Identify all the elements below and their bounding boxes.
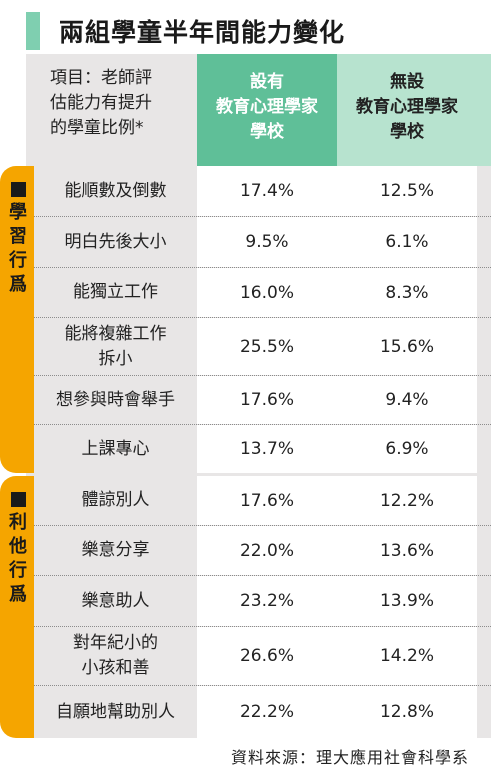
table-row: 樂意助人 23.2% 13.9% [34,576,491,627]
row-label-line: 上課專心 [81,438,150,459]
header-item-line: 的學童比例* [50,118,144,138]
table-row: 明白先後大小 9.5% 6.1% [34,217,491,268]
table-row: 能順數及倒數 17.4% 12.5% [34,166,491,217]
title-accent-bar [26,12,40,50]
value-with: 22.2% [197,686,337,738]
header-col1-line: 教育心理學家 [216,97,318,117]
group-label-char: 習 [9,226,27,247]
row-label-line: 明白先後大小 [64,231,167,252]
value-with: 22.0% [197,526,337,575]
square-bullet-icon [10,492,26,507]
value-without: 13.6% [337,526,477,575]
table-row: 上課專心 13.7% 6.9% [34,425,491,473]
header-item-label: 項目：老師評 估能力有提升 的學童比例* [26,54,197,166]
row-label: 上課專心 [34,425,197,473]
value-with: 13.7% [197,425,337,473]
table-row: 能獨立工作 16.0% 8.3% [34,268,491,318]
value-with: 23.2% [197,576,337,626]
group-label-char: 他 [9,536,27,557]
table-row: 對年紀小的小孩和善 26.6% 14.2% [34,627,491,686]
table-row: 體諒別人 17.6% 12.2% [34,476,491,526]
value-with: 26.6% [197,627,337,685]
row-label: 能獨立工作 [34,268,197,317]
value-with: 17.6% [197,476,337,525]
header-item-line: 估能力有提升 [50,93,152,113]
table-row: 樂意分享 22.0% 13.6% [34,526,491,576]
row-label-line: 能獨立工作 [73,282,158,302]
row-label-line: 想參與時會舉手 [56,389,175,410]
header-col2-line: 教育心理學家 [356,97,458,117]
value-with: 17.4% [197,166,337,216]
value-without: 8.3% [337,268,477,317]
value-without: 12.2% [337,476,477,525]
header-col1-line: 設有 [250,72,284,92]
source-note: 資料來源：理大應用社會科學系 [230,748,469,767]
table-row: 自願地幫助別人 22.2% 12.8% [34,686,491,738]
header-col2-line: 無設 [390,72,424,92]
value-without: 12.8% [337,686,477,738]
value-with: 16.0% [197,268,337,317]
group-band-learning [0,166,34,473]
value-without: 12.5% [337,166,477,216]
group-label-char: 爲 [9,584,27,605]
row-label: 能順數及倒數 [34,166,197,216]
group-label-learning: 學 習 行 爲 [5,182,31,297]
value-without: 14.2% [337,627,477,685]
row-label: 樂意助人 [34,576,197,626]
page-title: 兩組學童半年間能力變化 [59,18,346,47]
table-row: 能將複雜工作 拆小 25.5% 15.6% [34,318,491,376]
header-with-psychologist: 設有 教育心理學家 學校 [197,54,337,166]
row-label: 樂意分享 [34,526,197,575]
group-label-char: 行 [9,560,27,581]
group-band-altruism [0,476,34,738]
row-label: 能將複雜工作 拆小 [34,318,197,375]
value-without: 6.9% [337,425,477,473]
row-label-line: 樂意助人 [81,590,150,611]
row-label-line: 拆小 [98,348,133,369]
header-col2-line: 學校 [390,122,424,142]
header-col1-line: 學校 [250,122,284,142]
value-without: 9.4% [337,376,477,424]
row-label: 對年紀小的 小孩和善 [34,627,197,685]
row-label: 想參與時會舉手 [34,376,197,424]
header-tail [477,54,491,166]
value-without: 6.1% [337,217,477,267]
header-without-psychologist: 無設 教育心理學家 學校 [337,54,477,166]
row-label-line: 小孩和善 [81,658,150,678]
value-without: 15.6% [337,318,477,375]
group-label-char: 行 [9,250,27,271]
row-label-line: 對年紀小的 [73,633,158,653]
header-item-line: 項目：老師評 [50,68,152,88]
group-label-char: 學 [9,202,27,223]
value-without: 13.9% [337,576,477,626]
value-with: 9.5% [197,217,337,267]
row-label-line: 樂意分享 [81,540,150,560]
row-label-line: 自願地幫助別人 [56,701,175,722]
row-label-line: 體諒別人 [81,490,150,510]
title-bar: 兩組學童半年間能力變化 [26,10,491,52]
row-label: 體諒別人 [34,476,197,525]
table-row: 想參與時會舉手 17.6% 9.4% [34,376,491,425]
group-label-altruism: 利 他 行 爲 [5,492,31,607]
group-label-char: 利 [9,512,27,533]
square-bullet-icon [10,182,26,197]
row-label: 明白先後大小 [34,217,197,267]
value-with: 17.6% [197,376,337,424]
row-label-line: 能將複雜工作 [64,323,167,344]
value-with: 25.5% [197,318,337,375]
row-label-line: 能順數及倒數 [64,180,167,201]
group-label-char: 爲 [9,274,27,295]
row-label: 自願地幫助別人 [34,686,197,738]
